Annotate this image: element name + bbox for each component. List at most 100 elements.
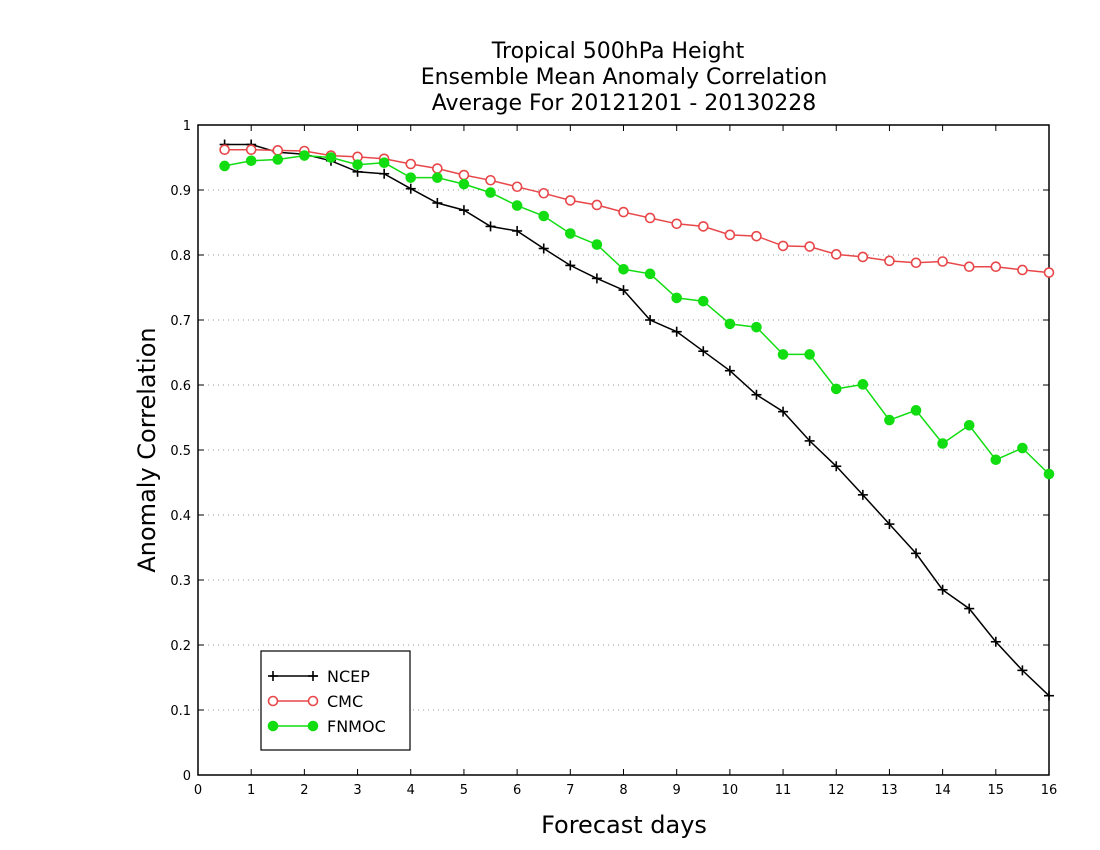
data-point-cmc <box>697 221 709 232</box>
data-point-fnmoc <box>697 295 709 307</box>
y-tick-label: 0.2 <box>170 639 191 654</box>
series-fnmoc <box>219 150 1055 480</box>
data-point-cmc <box>565 195 576 206</box>
legend-marker-end-cmc <box>307 695 319 707</box>
legend-label-fnmoc: FNMOC <box>327 717 386 736</box>
data-point-ncep <box>671 326 682 337</box>
y-tick-label: 0.5 <box>170 444 191 459</box>
data-point-ncep <box>538 243 549 254</box>
data-point-fnmoc <box>884 414 895 426</box>
data-point-fnmoc <box>671 292 682 304</box>
x-tick-label: 6 <box>513 783 521 798</box>
data-point-fnmoc <box>937 438 948 449</box>
chart-title-line-3: Average For 20121201 - 20130228 <box>432 91 817 116</box>
x-tick-label: 12 <box>828 783 845 798</box>
data-point-fnmoc <box>405 172 417 183</box>
data-point-ncep <box>1017 665 1028 676</box>
data-point-cmc <box>963 261 975 273</box>
legend-item-cmc: CMC <box>267 692 363 711</box>
x-tick-label: 3 <box>353 783 361 798</box>
y-tick-label: 0.7 <box>170 314 191 329</box>
data-point-fnmoc <box>352 159 363 170</box>
data-point-ncep <box>964 603 975 614</box>
x-tick-label: 7 <box>566 783 574 798</box>
data-point-fnmoc <box>857 379 869 390</box>
data-point-cmc <box>485 174 496 186</box>
data-point-cmc <box>884 255 895 267</box>
x-tick-label: 1 <box>247 783 255 798</box>
data-point-ncep <box>884 519 895 530</box>
data-point-ncep <box>512 225 523 236</box>
data-point-fnmoc <box>751 321 762 333</box>
y-axis-label: Anomaly Correlation <box>133 327 161 572</box>
data-point-fnmoc <box>963 420 975 431</box>
data-point-ncep <box>379 168 390 179</box>
legend-label-ncep: NCEP <box>327 667 370 686</box>
data-point-cmc <box>830 249 842 260</box>
x-tick-label: 5 <box>460 783 468 798</box>
data-point-cmc <box>432 163 443 174</box>
x-tick-label: 8 <box>619 783 627 798</box>
data-point-cmc <box>671 218 682 230</box>
data-point-ncep <box>990 636 1001 647</box>
data-point-fnmoc <box>272 154 284 165</box>
data-point-ncep <box>831 461 842 472</box>
data-point-cmc <box>219 144 230 155</box>
data-point-fnmoc <box>830 383 842 395</box>
y-tick-label: 0.9 <box>170 184 191 199</box>
y-tick-label: 0.4 <box>170 509 191 524</box>
data-point-fnmoc <box>990 454 1002 466</box>
data-point-ncep <box>591 273 602 284</box>
data-point-fnmoc <box>618 264 629 275</box>
x-tick-label: 0 <box>194 783 202 798</box>
x-tick-label: 9 <box>673 783 681 798</box>
data-point-cmc <box>644 212 656 224</box>
legend-marker-end-ncep <box>308 671 318 681</box>
data-point-cmc <box>724 229 736 241</box>
data-point-fnmoc <box>219 160 230 172</box>
data-point-fnmoc <box>804 349 815 360</box>
data-point-fnmoc <box>591 239 603 250</box>
data-point-ncep <box>1044 690 1054 701</box>
data-point-fnmoc <box>538 210 550 222</box>
series-line-fnmoc <box>224 154 1050 475</box>
data-point-ncep <box>857 489 868 500</box>
x-tick-label: 10 <box>722 783 739 798</box>
data-point-fnmoc <box>910 405 922 416</box>
data-point-cmc <box>591 199 603 211</box>
data-point-ncep <box>751 389 762 400</box>
x-tick-label: 4 <box>407 783 415 798</box>
x-tick-label: 15 <box>988 783 1005 798</box>
data-point-ncep <box>804 435 815 446</box>
legend-label-cmc: CMC <box>327 692 363 711</box>
data-point-cmc <box>910 257 922 269</box>
x-tick-label: 14 <box>934 783 951 798</box>
grid-lines <box>198 189 1049 711</box>
x-tick-label: 2 <box>300 783 308 798</box>
data-series <box>219 139 1055 701</box>
data-point-fnmoc <box>325 152 337 163</box>
data-point-cmc <box>990 261 1002 273</box>
series-ncep <box>219 139 1054 701</box>
data-point-fnmoc <box>458 178 470 190</box>
y-tick-label: 0.3 <box>170 574 191 589</box>
chart-title-line-2: Ensemble Mean Anomaly Correlation <box>421 65 828 90</box>
x-axis-label: Forecast days <box>541 811 707 839</box>
data-point-cmc <box>1043 267 1055 278</box>
y-tick-label: 0 <box>183 769 191 784</box>
x-tick-label: 13 <box>881 783 898 798</box>
data-point-cmc <box>777 240 789 252</box>
y-tick-label: 0.8 <box>170 249 191 264</box>
data-point-ncep <box>645 315 656 325</box>
data-point-ncep <box>724 365 735 376</box>
data-point-ncep <box>778 406 789 417</box>
data-point-fnmoc <box>565 228 576 239</box>
legend-marker-start-cmc <box>267 695 279 707</box>
data-point-fnmoc <box>777 349 789 360</box>
data-point-fnmoc <box>299 150 310 161</box>
legend-item-ncep: NCEP <box>268 667 370 686</box>
data-point-cmc <box>618 206 629 218</box>
legend-marker-start-fnmoc <box>267 720 279 732</box>
data-point-ncep <box>405 183 416 194</box>
data-point-fnmoc <box>245 155 257 167</box>
